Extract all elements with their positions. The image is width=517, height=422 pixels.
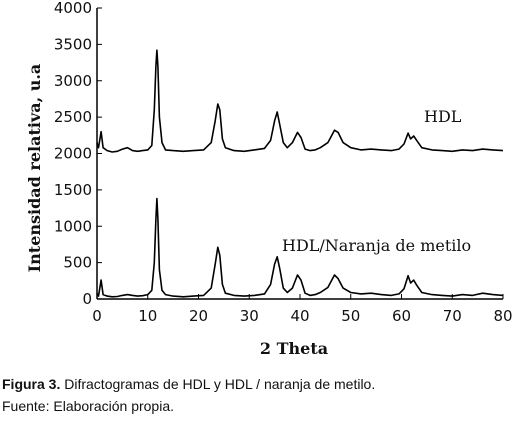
figure-caption-text: Difractogramas de HDL y HDL / naranja de… <box>60 376 376 392</box>
y-tick-label: 2000 <box>54 145 92 163</box>
y-tick-label: 4000 <box>54 0 92 17</box>
y-tick-label: 0 <box>82 290 92 308</box>
chart-axes <box>96 8 503 300</box>
x-tick-label: 60 <box>392 307 411 325</box>
series-line-hdl <box>96 49 504 153</box>
y-axis-ticks: 0 500 1000 1500 2000 2500 3000 3500 4000 <box>54 0 102 308</box>
series-label-hdl-naranja-de-metilo: HDL/Naranja de metilo <box>282 236 471 255</box>
x-tick-label: 0 <box>92 307 102 325</box>
y-tick-label: 3500 <box>54 35 92 53</box>
figure-label: Figura 3. <box>2 376 61 392</box>
x-tick-label: 50 <box>341 307 360 325</box>
x-tick-label: 80 <box>493 307 512 325</box>
x-axis-title: 2 Theta <box>260 339 328 358</box>
y-tick-label: 3000 <box>54 72 92 90</box>
series-label-hdl: HDL <box>424 107 462 126</box>
y-tick-label: 1500 <box>54 181 92 199</box>
series-lines <box>96 49 504 298</box>
x-tick-label: 10 <box>138 307 157 325</box>
y-axis-title: Intensidad relativa, u.a <box>25 64 44 273</box>
y-tick-label: 1000 <box>54 217 92 235</box>
x-tick-label: 30 <box>240 307 259 325</box>
x-axis-ticks: 0 10 20 30 40 50 60 70 80 <box>92 294 513 325</box>
x-tick-label: 70 <box>443 307 462 325</box>
y-tick-label: 500 <box>63 254 92 272</box>
xrd-chart: 0 500 1000 1500 2000 2500 3000 3500 4000 0 10 20 30… <box>25 0 513 358</box>
series-line-hdl-naranja-de-metilo <box>96 197 504 298</box>
x-tick-label: 40 <box>290 307 309 325</box>
x-tick-label: 20 <box>189 307 208 325</box>
figure-source: Fuente: Elaboración propia. <box>2 398 174 414</box>
figure-caption: Figura 3. Difractogramas de HDL y HDL / … <box>2 376 375 392</box>
y-tick-label: 2500 <box>54 108 92 126</box>
